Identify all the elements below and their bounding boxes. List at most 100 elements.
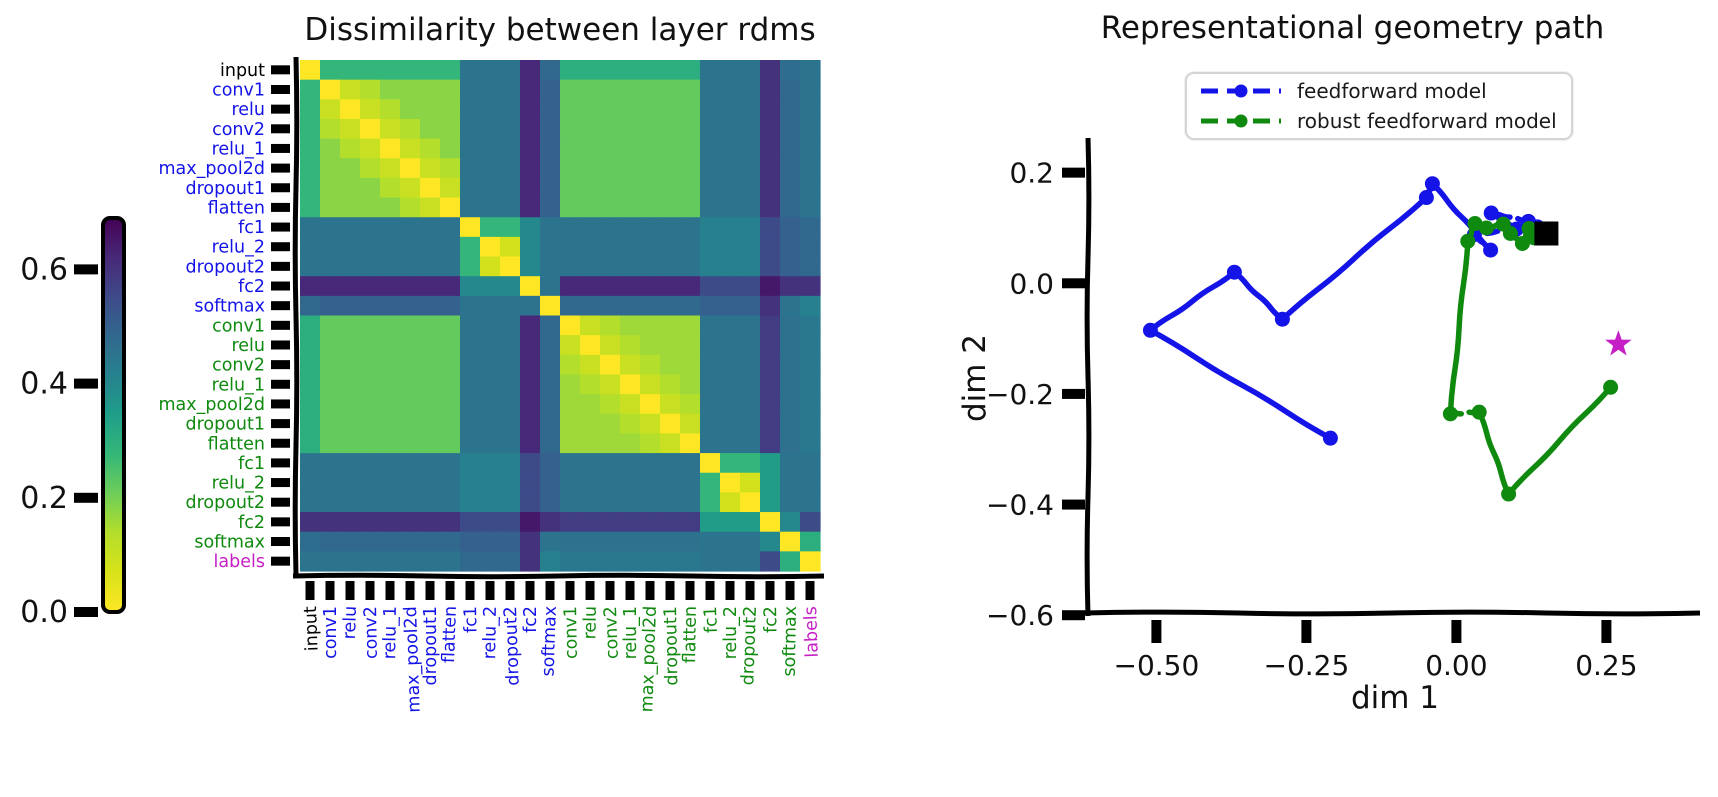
heatmap-cell bbox=[540, 413, 561, 435]
heatmap-cell bbox=[660, 413, 681, 435]
col-tick bbox=[505, 581, 515, 600]
heatmap-cell bbox=[480, 335, 501, 356]
heatmap-cell bbox=[320, 118, 341, 140]
heatmap-cell bbox=[500, 295, 521, 317]
path-segment-feedforward bbox=[1231, 269, 1286, 322]
heatmap-cell bbox=[360, 394, 381, 415]
heatmap-cell bbox=[520, 531, 541, 552]
heatmap-cell bbox=[400, 374, 421, 395]
heatmap-cell bbox=[800, 256, 821, 277]
legend-box: feedforward model robust feedforward mod… bbox=[1185, 72, 1573, 140]
heatmap-cell bbox=[540, 315, 561, 336]
heatmap-cell bbox=[360, 99, 381, 120]
row-tick bbox=[271, 438, 290, 448]
row-label: fc1 bbox=[238, 218, 265, 238]
row-tick bbox=[271, 379, 290, 389]
heatmap-cell bbox=[340, 138, 361, 159]
row-tick bbox=[271, 163, 290, 173]
heatmap-cell bbox=[700, 551, 721, 572]
heatmap-cell bbox=[560, 60, 581, 81]
heatmap-cell bbox=[620, 551, 641, 572]
col-label: input bbox=[301, 606, 323, 652]
heatmap-cell bbox=[640, 394, 661, 415]
heatmap-cell bbox=[420, 413, 441, 435]
heatmap-cell bbox=[400, 276, 421, 297]
heatmap-cell bbox=[580, 335, 601, 356]
heatmap-cell bbox=[720, 354, 741, 376]
col-tick bbox=[545, 581, 555, 600]
heatmap-cell bbox=[340, 60, 361, 81]
heatmap-cell bbox=[800, 354, 821, 376]
heatmap-cell bbox=[740, 433, 761, 454]
heatmap-cell bbox=[400, 512, 421, 533]
row-tick bbox=[271, 458, 290, 468]
heatmap-cell bbox=[320, 433, 341, 454]
heatmap-cell bbox=[480, 374, 501, 395]
heatmap-cell bbox=[560, 453, 581, 474]
row-label: max_pool2d bbox=[158, 159, 265, 179]
heatmap-cell bbox=[740, 177, 761, 199]
path-segment-robust bbox=[1476, 409, 1512, 497]
heatmap-cell bbox=[560, 295, 581, 317]
col-tick bbox=[365, 581, 375, 600]
heatmap-cell bbox=[760, 551, 781, 572]
heatmap-cell bbox=[740, 472, 761, 493]
heatmap-cell bbox=[800, 197, 821, 218]
heatmap-cell bbox=[720, 394, 741, 415]
heatmap-cell bbox=[660, 354, 681, 376]
heatmap-cell bbox=[660, 177, 681, 199]
heatmap-cell bbox=[300, 531, 321, 552]
heatmap-cell bbox=[480, 197, 501, 218]
layer-point-robust bbox=[1514, 235, 1530, 251]
heatmap-cell bbox=[800, 433, 821, 454]
heatmap-cell bbox=[700, 217, 721, 238]
heatmap-cell bbox=[440, 99, 461, 120]
heatmap-cell bbox=[500, 236, 521, 258]
heatmap-cell bbox=[800, 492, 821, 513]
heatmap-cell bbox=[320, 472, 341, 493]
heatmap-cell bbox=[660, 236, 681, 258]
heatmap-cell bbox=[400, 60, 421, 81]
heatmap-cell bbox=[520, 236, 541, 258]
heatmap-cell bbox=[460, 236, 481, 258]
heatmap-cell bbox=[300, 551, 321, 572]
heatmap-cell bbox=[700, 354, 721, 376]
heatmap-cell bbox=[720, 197, 741, 218]
heatmap-cell bbox=[540, 512, 561, 533]
y-tick-label: 0.2 bbox=[1009, 157, 1054, 190]
heatmap-cell bbox=[340, 118, 361, 140]
heatmap-cell bbox=[400, 551, 421, 572]
heatmap-cell bbox=[680, 433, 701, 454]
col-tick bbox=[405, 581, 415, 600]
row-label: input bbox=[220, 61, 265, 81]
heatmap-cell bbox=[640, 492, 661, 513]
heatmap-cell bbox=[440, 177, 461, 199]
heatmap-cell bbox=[600, 99, 621, 120]
heatmap-cell bbox=[780, 492, 801, 513]
heatmap-cell bbox=[680, 276, 701, 297]
heatmap-cell bbox=[480, 453, 501, 474]
col-label: relu_2 bbox=[721, 606, 741, 659]
heatmap-cell bbox=[560, 472, 581, 493]
heatmap-cell bbox=[540, 394, 561, 415]
heatmap-cell bbox=[360, 335, 381, 356]
heatmap-cell bbox=[580, 217, 601, 238]
heatmap-cell bbox=[400, 256, 421, 277]
heatmap-cell bbox=[600, 335, 621, 356]
heatmap-cell bbox=[640, 60, 661, 81]
col-label: fc1 bbox=[461, 606, 481, 633]
heatmap-cell bbox=[420, 433, 441, 454]
heatmap-cell bbox=[320, 335, 341, 356]
heatmap-cell bbox=[340, 276, 361, 297]
heatmap-cell bbox=[560, 551, 581, 572]
heatmap-cell bbox=[580, 551, 601, 572]
heatmap-cell bbox=[780, 394, 801, 415]
col-tick bbox=[605, 581, 615, 600]
heatmap-cell bbox=[380, 295, 401, 317]
col-label: dropout2 bbox=[501, 606, 524, 686]
path-segment-feedforward bbox=[1279, 194, 1430, 322]
heatmap-cell bbox=[520, 315, 541, 336]
heatmap-cell bbox=[420, 492, 441, 513]
heatmap-cell bbox=[600, 118, 621, 140]
heatmap-cell bbox=[380, 433, 401, 454]
